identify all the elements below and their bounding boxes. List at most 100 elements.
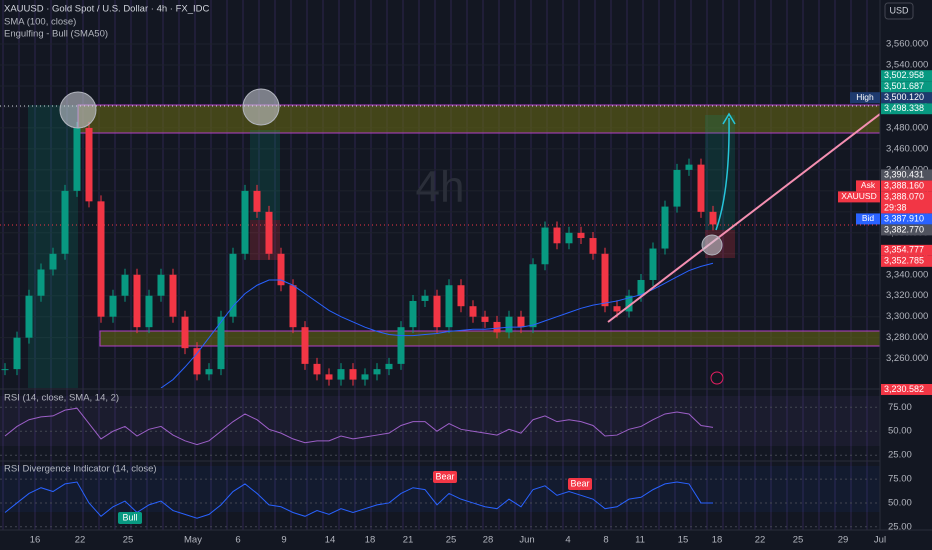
price-badge (881, 92, 932, 104)
day-separators (0, 0, 880, 530)
candle (649, 248, 657, 280)
drawings (59, 88, 880, 385)
price-label: 3,502.958 (884, 70, 924, 80)
candle (469, 306, 477, 317)
candle (181, 316, 189, 349)
candle (193, 348, 201, 375)
price-tag (850, 92, 880, 104)
y-tick-label: 25.00 (888, 450, 912, 461)
candle (169, 274, 177, 317)
candle (409, 300, 417, 328)
candle (109, 295, 117, 317)
y-tick-label: 3,300.000 (886, 311, 928, 322)
candle (361, 374, 369, 380)
candle (541, 227, 549, 265)
candle (685, 164, 693, 170)
candle (553, 227, 561, 244)
trendline (607, 113, 880, 323)
y-tick-label: 3,480.000 (886, 122, 928, 133)
y-tick-label: 3,560.000 (886, 39, 928, 50)
price-badge (881, 191, 932, 214)
y-tick-label: 3,320.000 (886, 290, 928, 301)
x-tick-label: 25 (793, 535, 804, 546)
currency[interactable]: USD (889, 5, 909, 15)
long-position (28, 105, 78, 388)
x-tick-label: Jul (874, 535, 886, 546)
candle (349, 369, 357, 380)
price-label: 3,388.070 (884, 191, 924, 201)
price-badge (881, 103, 932, 115)
price-tag-label: Bid (862, 213, 875, 223)
y-tick-label: 75.00 (888, 402, 912, 413)
x-tick-label: 28 (483, 535, 494, 546)
y-tick-label: 3,460.000 (886, 143, 928, 154)
candle (373, 369, 381, 375)
currency-button[interactable] (884, 2, 914, 20)
marker-circle (242, 88, 280, 126)
candle (133, 274, 141, 328)
candle (589, 238, 597, 254)
candle (517, 316, 525, 328)
price-label: 3,390.431 (884, 169, 924, 179)
price-label: 3,498.338 (884, 103, 924, 113)
price-tag-label: Ask (861, 180, 876, 190)
price-badge (881, 180, 932, 192)
resistance-zone (77, 104, 880, 134)
indicator-label: SMA (100, close) (4, 17, 76, 28)
x-tick-label: 15 (678, 535, 689, 546)
indicator-panes (0, 406, 880, 528)
candle (229, 253, 237, 317)
price-tag (856, 180, 880, 192)
signal-label: Bear (435, 471, 454, 481)
candle (97, 201, 105, 317)
marker-circle (59, 91, 97, 129)
price-tag-label: High (856, 92, 874, 102)
support-zone (99, 330, 880, 347)
candle (313, 363, 321, 375)
signal-badge (433, 471, 457, 483)
candle (301, 327, 309, 364)
y-tick-label: 3,540.000 (886, 60, 928, 71)
candle (253, 190, 261, 212)
price-badge (881, 383, 932, 395)
x-tick-label: 11 (635, 535, 645, 546)
candles (1, 121, 717, 388)
long-position (705, 115, 735, 230)
symbol-title: XAUUSD · Gold Spot / U.S. Dollar · 4h · … (4, 4, 210, 15)
candle (85, 127, 93, 202)
price-badge (881, 224, 932, 236)
candle (121, 274, 129, 296)
price-badge (881, 244, 932, 256)
y-tick-label: 50.00 (888, 426, 912, 437)
divergence-title: RSI Divergence Indicator (14, close) (4, 464, 157, 475)
projection-arrow (715, 117, 730, 231)
price-tag (838, 191, 880, 203)
candle (61, 190, 69, 254)
candle (421, 295, 429, 301)
x-tick-label: 14 (325, 535, 336, 546)
candle (325, 374, 333, 380)
price-label: 3,500.120 (884, 92, 924, 102)
candle (637, 279, 645, 296)
x-tick-label: 21 (403, 535, 414, 546)
x-tick-label: 22 (755, 535, 766, 546)
x-tick-label: 22 (75, 535, 86, 546)
candle (277, 253, 285, 286)
candle (37, 269, 45, 296)
candle (529, 264, 537, 328)
arrow-head (722, 112, 736, 125)
x-tick-label: 4 (565, 535, 570, 546)
alert-icon (710, 371, 724, 385)
y-tick-label: 3,280.000 (886, 332, 928, 343)
candle (265, 211, 273, 254)
price-label: 3,230.582 (884, 384, 924, 394)
price-badge (881, 169, 932, 181)
price-badge (881, 213, 932, 225)
watermark: 4h (416, 163, 465, 212)
price-tag-label: XAUUSD (841, 191, 876, 201)
candle (709, 211, 717, 225)
x-tick-label: 18 (712, 535, 723, 546)
x-tick-label: Jun (519, 535, 534, 546)
price-tag (856, 213, 880, 225)
marker-circle (701, 234, 723, 256)
